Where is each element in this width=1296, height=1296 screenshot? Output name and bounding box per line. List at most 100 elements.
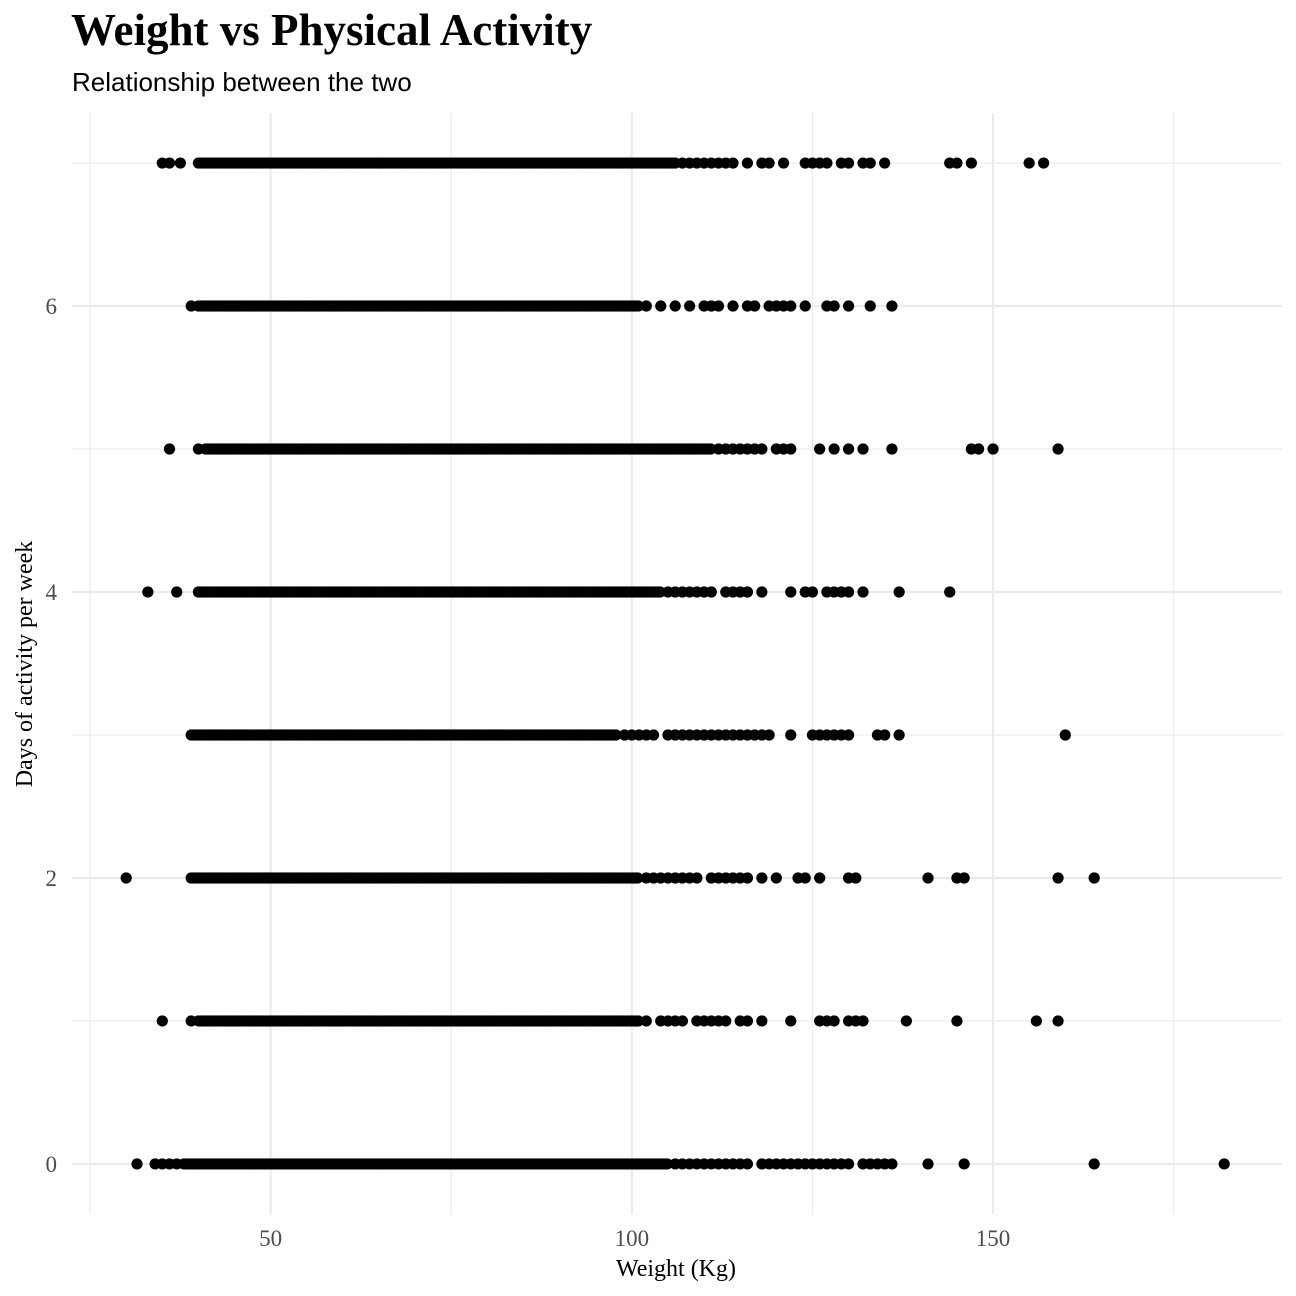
y-tick-label: 2 <box>46 866 58 891</box>
data-point <box>756 443 768 455</box>
data-point <box>842 1158 855 1170</box>
data-point <box>958 1158 970 1170</box>
data-point <box>879 729 891 741</box>
data-point <box>922 1158 934 1170</box>
data-point <box>842 300 855 312</box>
data-point <box>951 1015 963 1027</box>
data-point <box>712 300 725 312</box>
data-point <box>842 157 855 169</box>
data-point <box>163 157 176 169</box>
data-point <box>842 729 855 741</box>
data-point <box>1038 157 1050 169</box>
data-point <box>705 586 717 598</box>
data-point <box>142 586 154 598</box>
data-point <box>661 1158 673 1170</box>
data-point <box>156 1015 168 1027</box>
data-point <box>799 300 811 312</box>
data-point <box>944 586 956 598</box>
data-point <box>163 443 176 455</box>
data-point <box>632 300 644 312</box>
data-point <box>951 157 963 169</box>
data-point <box>1088 872 1100 884</box>
data-point <box>1052 1015 1064 1027</box>
data-point <box>749 300 761 312</box>
data-point <box>763 157 775 169</box>
data-point <box>965 157 977 169</box>
data-point <box>1059 729 1071 741</box>
data-point <box>857 1015 869 1027</box>
chart-title: Weight vs Physical Activity <box>71 5 593 55</box>
data-point <box>1023 157 1035 169</box>
data-point <box>842 443 855 455</box>
data-point <box>799 872 811 884</box>
data-points <box>120 157 1230 1170</box>
data-point <box>655 300 667 312</box>
data-point <box>1218 1158 1230 1170</box>
data-point <box>756 872 768 884</box>
data-point <box>770 872 782 884</box>
data-point <box>131 1158 143 1170</box>
data-point <box>886 1158 898 1170</box>
data-point <box>864 300 876 312</box>
data-point <box>886 300 898 312</box>
y-tick-label: 6 <box>46 294 58 319</box>
data-point <box>893 586 905 598</box>
data-point <box>785 300 797 312</box>
x-axis-label: Weight (Kg) <box>616 1256 736 1282</box>
data-point <box>720 1015 732 1027</box>
data-point <box>756 1015 768 1027</box>
data-point <box>857 586 869 598</box>
data-point <box>972 443 985 455</box>
data-point <box>727 300 739 312</box>
data-point <box>741 872 754 884</box>
data-point <box>174 157 186 169</box>
data-point <box>632 872 644 884</box>
data-point <box>171 586 183 598</box>
grid-lines <box>72 113 1282 1214</box>
data-point <box>785 586 797 598</box>
data-point <box>785 729 797 741</box>
data-point <box>654 586 666 598</box>
data-point <box>1030 1015 1042 1027</box>
data-point <box>669 300 681 312</box>
data-point <box>120 872 132 884</box>
data-point <box>842 586 855 598</box>
data-point <box>806 586 819 598</box>
y-tick-label: 4 <box>46 580 58 605</box>
tick-labels: 50 100 150 0 2 4 6 <box>46 294 1011 1251</box>
data-point <box>704 443 717 455</box>
chart-subtitle: Relationship between the two <box>72 67 412 97</box>
data-point <box>893 729 905 741</box>
y-axis-label: Days of activity per week <box>12 541 38 788</box>
data-point <box>192 443 205 455</box>
data-point <box>763 729 775 741</box>
data-point <box>785 1015 797 1027</box>
data-point <box>691 872 703 884</box>
data-point <box>821 157 833 169</box>
data-point <box>610 729 622 741</box>
data-point <box>900 1015 912 1027</box>
data-point <box>1052 872 1064 884</box>
data-point <box>676 1015 689 1027</box>
data-point <box>741 1015 754 1027</box>
data-point <box>632 1015 644 1027</box>
data-point <box>741 157 754 169</box>
data-point <box>857 443 869 455</box>
data-point <box>828 443 840 455</box>
x-tick-label: 50 <box>259 1226 282 1251</box>
data-point <box>922 872 934 884</box>
data-point <box>741 1158 754 1170</box>
data-point <box>640 1015 652 1027</box>
data-point <box>1088 1158 1100 1170</box>
data-point <box>864 157 876 169</box>
data-point <box>814 443 826 455</box>
data-point <box>958 872 970 884</box>
data-point <box>879 157 891 169</box>
data-point <box>814 872 826 884</box>
data-point <box>850 872 862 884</box>
x-tick-label: 150 <box>976 1226 1011 1251</box>
data-point <box>756 586 768 598</box>
data-point <box>640 300 652 312</box>
